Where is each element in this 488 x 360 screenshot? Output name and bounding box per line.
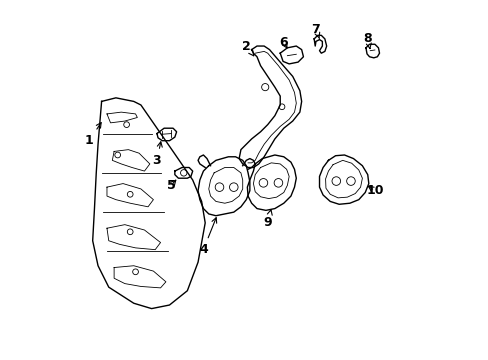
Text: 3: 3 — [152, 142, 162, 167]
Text: 4: 4 — [199, 218, 216, 256]
Text: 1: 1 — [84, 123, 101, 147]
Text: 9: 9 — [263, 210, 272, 229]
Text: 5: 5 — [166, 179, 175, 192]
Text: 10: 10 — [366, 184, 383, 197]
Text: 2: 2 — [242, 40, 253, 56]
Text: 8: 8 — [363, 32, 371, 49]
Text: 7: 7 — [311, 23, 320, 39]
Text: 6: 6 — [279, 36, 287, 49]
